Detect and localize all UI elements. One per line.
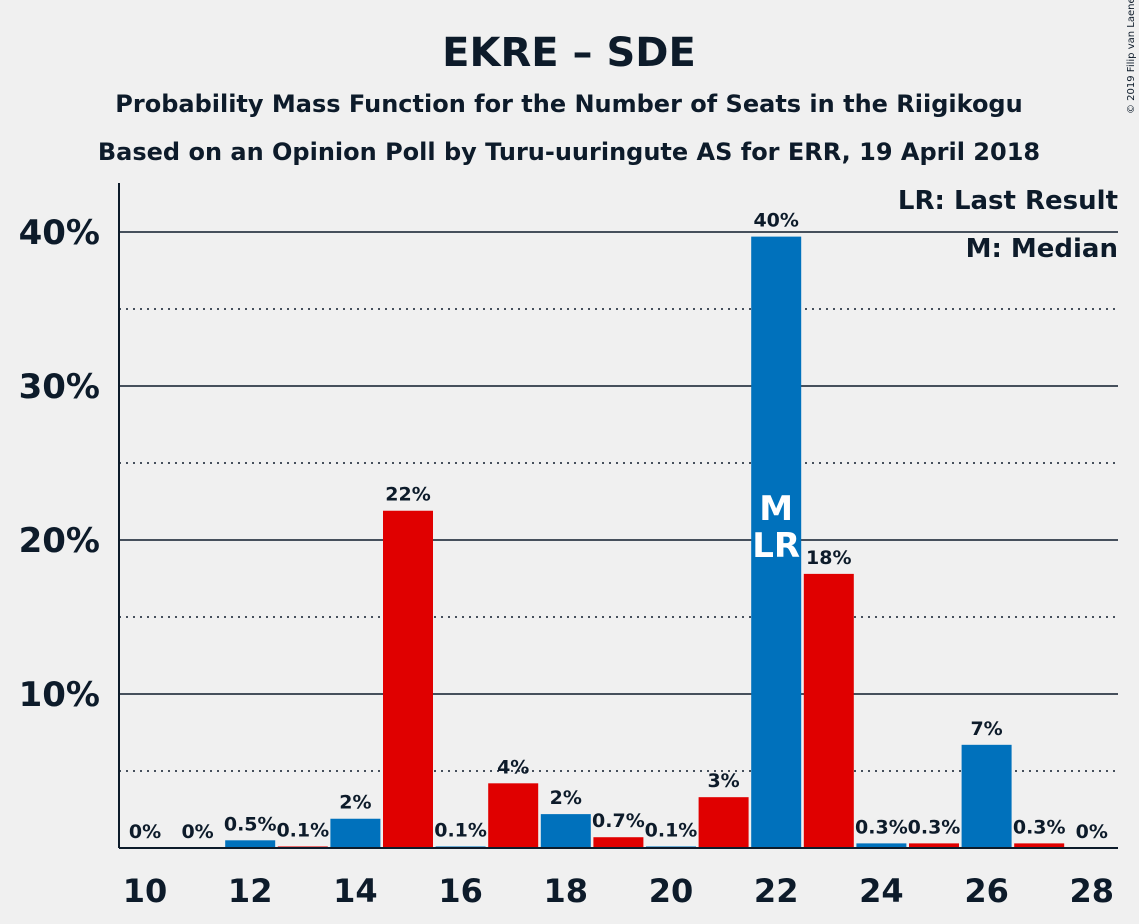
bar-value-label: 0.3% xyxy=(855,816,908,838)
y-tick-label: 10% xyxy=(19,675,100,715)
bar-value-label: 2% xyxy=(339,792,371,814)
bars xyxy=(225,236,1065,848)
bar-seats-17 xyxy=(488,783,539,848)
x-tick-label: 22 xyxy=(754,872,799,910)
bar-value-label: 22% xyxy=(385,484,430,506)
bar-seats-18 xyxy=(540,814,591,848)
chart-subtitle: Probability Mass Function for the Number… xyxy=(115,90,1022,118)
bar-seats-24 xyxy=(856,843,907,848)
bar-value-label: 7% xyxy=(970,718,1002,740)
chart-title: EKRE – SDE xyxy=(442,30,696,76)
bar-seats-26 xyxy=(961,744,1012,848)
y-axis-ticks: 10% 20% 30% 40% xyxy=(19,213,100,715)
bar-value-label: 0.3% xyxy=(908,816,961,838)
x-tick-label: 18 xyxy=(544,872,589,910)
x-tick-label: 24 xyxy=(859,872,904,910)
y-tick-label: 40% xyxy=(19,213,100,253)
bar-value-label: 0.5% xyxy=(224,813,277,835)
x-tick-label: 16 xyxy=(438,872,483,910)
copyright-notice: © 2019 Filip van Laenen xyxy=(1126,0,1137,114)
bar-value-label: 0.3% xyxy=(1013,816,1066,838)
gridlines xyxy=(119,231,1118,772)
legend-median: M: Median xyxy=(966,234,1118,264)
bar-labels: 0% 0% 0.5% 0.1%2%22%0.1%4%2%0.7% 0.1%3%40%ML… xyxy=(129,210,1108,843)
bar-value-label: 0.1% xyxy=(645,819,698,841)
bar-value-label: 0% xyxy=(1076,821,1108,843)
bar-seats-21 xyxy=(698,797,749,848)
legend-last-result: LR: Last Result xyxy=(898,186,1118,216)
x-tick-label: 20 xyxy=(649,872,694,910)
bar-value-label: 0.1% xyxy=(276,819,329,841)
bar-seats-15 xyxy=(383,510,433,848)
bar-value-label: 0.7% xyxy=(592,810,645,832)
bar-value-label: 40% xyxy=(753,210,798,232)
bar-seats-19 xyxy=(593,837,644,848)
bar-value-label: 4% xyxy=(497,756,529,778)
bar-seats-12 xyxy=(225,840,276,848)
y-tick-label: 30% xyxy=(19,367,100,407)
bar-marker-m: M xyxy=(759,489,793,529)
x-tick-label: 10 xyxy=(123,872,168,910)
x-tick-label: 26 xyxy=(964,872,1009,910)
x-axis-ticks: 10 12 14 16 18 20 22 24 26 28 xyxy=(123,872,1114,910)
bar-value-label: 0% xyxy=(181,821,213,843)
bar-marker-lr: LR xyxy=(752,526,800,566)
chart-subtitle-poll: Based on an Opinion Poll by Turu-uuringu… xyxy=(98,138,1040,166)
x-tick-label: 28 xyxy=(1070,872,1115,910)
bar-value-label: 18% xyxy=(806,547,851,569)
bar-seats-14 xyxy=(330,818,381,848)
bar-value-label: 3% xyxy=(707,770,739,792)
x-tick-label: 12 xyxy=(228,872,273,910)
bar-value-label: 0.1% xyxy=(434,819,487,841)
x-tick-label: 14 xyxy=(333,872,378,910)
bar-value-label: 0% xyxy=(129,821,161,843)
bar-value-label: 2% xyxy=(550,787,582,809)
bar-seats-23 xyxy=(803,573,854,848)
bar-seats-25 xyxy=(909,843,959,848)
bar-seats-22 xyxy=(751,236,802,848)
y-tick-label: 20% xyxy=(19,521,100,561)
bar-seats-27 xyxy=(1014,843,1065,848)
